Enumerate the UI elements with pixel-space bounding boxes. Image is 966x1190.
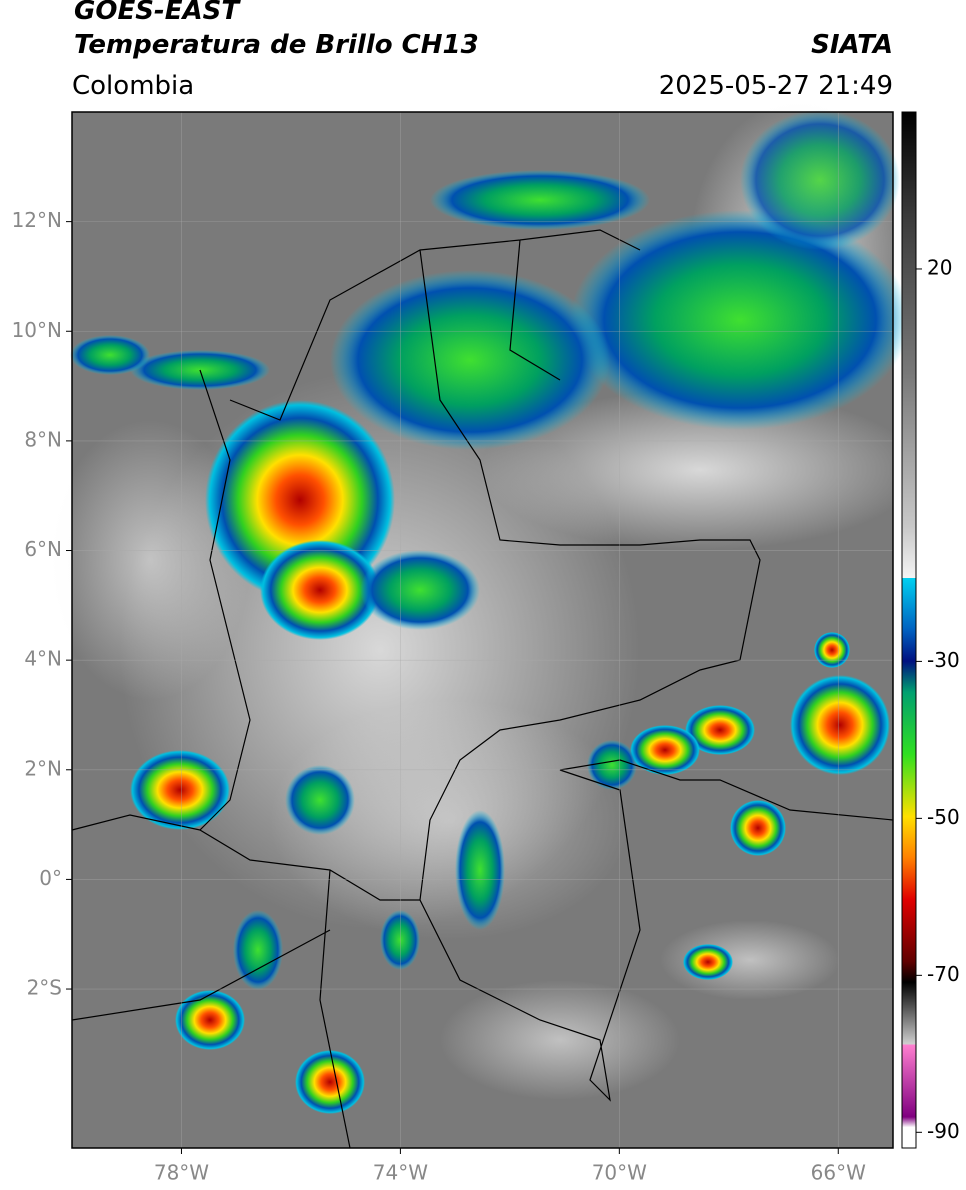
lat-tick-label: 0° bbox=[39, 866, 62, 890]
title-line2: Temperatura de Brillo CH13 bbox=[74, 30, 479, 60]
lat-tick-label: 8°N bbox=[24, 427, 62, 451]
lat-tick-label: 2°N bbox=[24, 756, 62, 780]
lat-tick-label: 2°S bbox=[27, 976, 62, 1000]
lon-tick-label: 74°W bbox=[373, 1161, 428, 1185]
lat-tick-label: 10°N bbox=[12, 318, 62, 342]
lon-tick-label: 78°W bbox=[154, 1161, 209, 1185]
colorbar bbox=[901, 111, 917, 1149]
colorbar-tick-label: -50 bbox=[927, 805, 960, 829]
colorbar-tick-label: -90 bbox=[927, 1119, 960, 1143]
lat-tick-label: 4°N bbox=[24, 647, 62, 671]
lon-tick-label: 70°W bbox=[592, 1161, 647, 1185]
borders bbox=[71, 229, 894, 1149]
region: Colombia bbox=[72, 71, 195, 101]
datetime: 2025-05-27 21:49 bbox=[658, 71, 893, 101]
lon-tick-label: 66°W bbox=[811, 1161, 866, 1185]
source: SIATA bbox=[811, 30, 893, 60]
imagery bbox=[50, 100, 920, 1148]
lat-tick-label: 6°N bbox=[24, 537, 62, 561]
lat-tick-label: 12°N bbox=[12, 208, 62, 232]
map-frame bbox=[71, 111, 894, 1149]
colorbar-tick-label: -30 bbox=[927, 648, 960, 672]
colorbar-tick-label: -70 bbox=[927, 962, 960, 986]
title-line1: GOES-EAST bbox=[74, 0, 240, 26]
colorbar-tick-label: 20 bbox=[927, 255, 952, 279]
